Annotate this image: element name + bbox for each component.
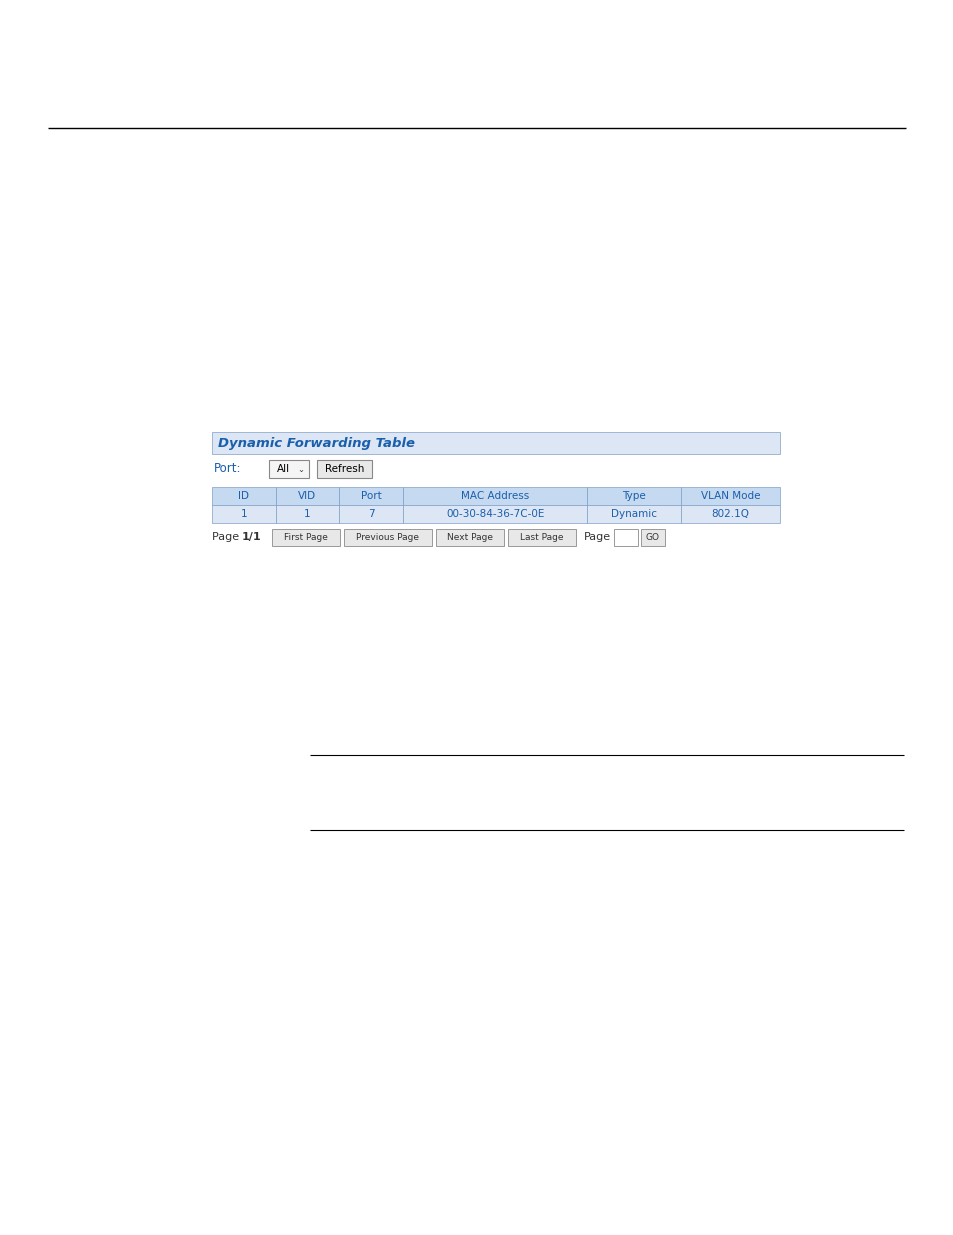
Text: Previous Page: Previous Page [356, 532, 419, 541]
Text: MAC Address: MAC Address [460, 492, 529, 501]
FancyBboxPatch shape [587, 487, 680, 505]
Text: GO: GO [645, 532, 659, 541]
Text: Next Page: Next Page [447, 532, 493, 541]
Text: 1: 1 [304, 509, 311, 519]
Text: Dynamic: Dynamic [611, 509, 657, 519]
FancyBboxPatch shape [339, 487, 402, 505]
FancyBboxPatch shape [275, 505, 339, 522]
FancyBboxPatch shape [680, 505, 780, 522]
FancyBboxPatch shape [272, 529, 339, 546]
Text: All: All [276, 464, 290, 474]
FancyBboxPatch shape [587, 505, 680, 522]
Text: 1: 1 [240, 509, 247, 519]
Text: VID: VID [298, 492, 316, 501]
FancyBboxPatch shape [344, 529, 432, 546]
FancyBboxPatch shape [640, 529, 664, 546]
Text: 802.1Q: 802.1Q [711, 509, 749, 519]
FancyBboxPatch shape [507, 529, 576, 546]
Text: Page: Page [583, 532, 611, 542]
FancyBboxPatch shape [212, 432, 780, 454]
Text: Port:: Port: [213, 462, 241, 475]
Text: ⌄: ⌄ [297, 464, 304, 473]
FancyBboxPatch shape [316, 459, 372, 478]
FancyBboxPatch shape [402, 487, 587, 505]
Text: Port: Port [360, 492, 381, 501]
Text: Refresh: Refresh [324, 464, 364, 474]
Text: VLAN Mode: VLAN Mode [700, 492, 760, 501]
FancyBboxPatch shape [212, 505, 275, 522]
FancyBboxPatch shape [402, 505, 587, 522]
FancyBboxPatch shape [269, 459, 309, 478]
FancyBboxPatch shape [275, 487, 339, 505]
FancyBboxPatch shape [680, 487, 780, 505]
FancyBboxPatch shape [212, 487, 275, 505]
Text: First Page: First Page [284, 532, 328, 541]
Text: Dynamic Forwarding Table: Dynamic Forwarding Table [218, 436, 415, 450]
Text: 1/1: 1/1 [242, 532, 261, 542]
FancyBboxPatch shape [614, 529, 638, 546]
FancyBboxPatch shape [339, 505, 402, 522]
Text: 7: 7 [367, 509, 374, 519]
Text: Type: Type [621, 492, 645, 501]
FancyBboxPatch shape [436, 529, 503, 546]
Text: Page: Page [212, 532, 242, 542]
Text: ID: ID [238, 492, 249, 501]
Text: Last Page: Last Page [519, 532, 563, 541]
Text: 00-30-84-36-7C-0E: 00-30-84-36-7C-0E [445, 509, 544, 519]
